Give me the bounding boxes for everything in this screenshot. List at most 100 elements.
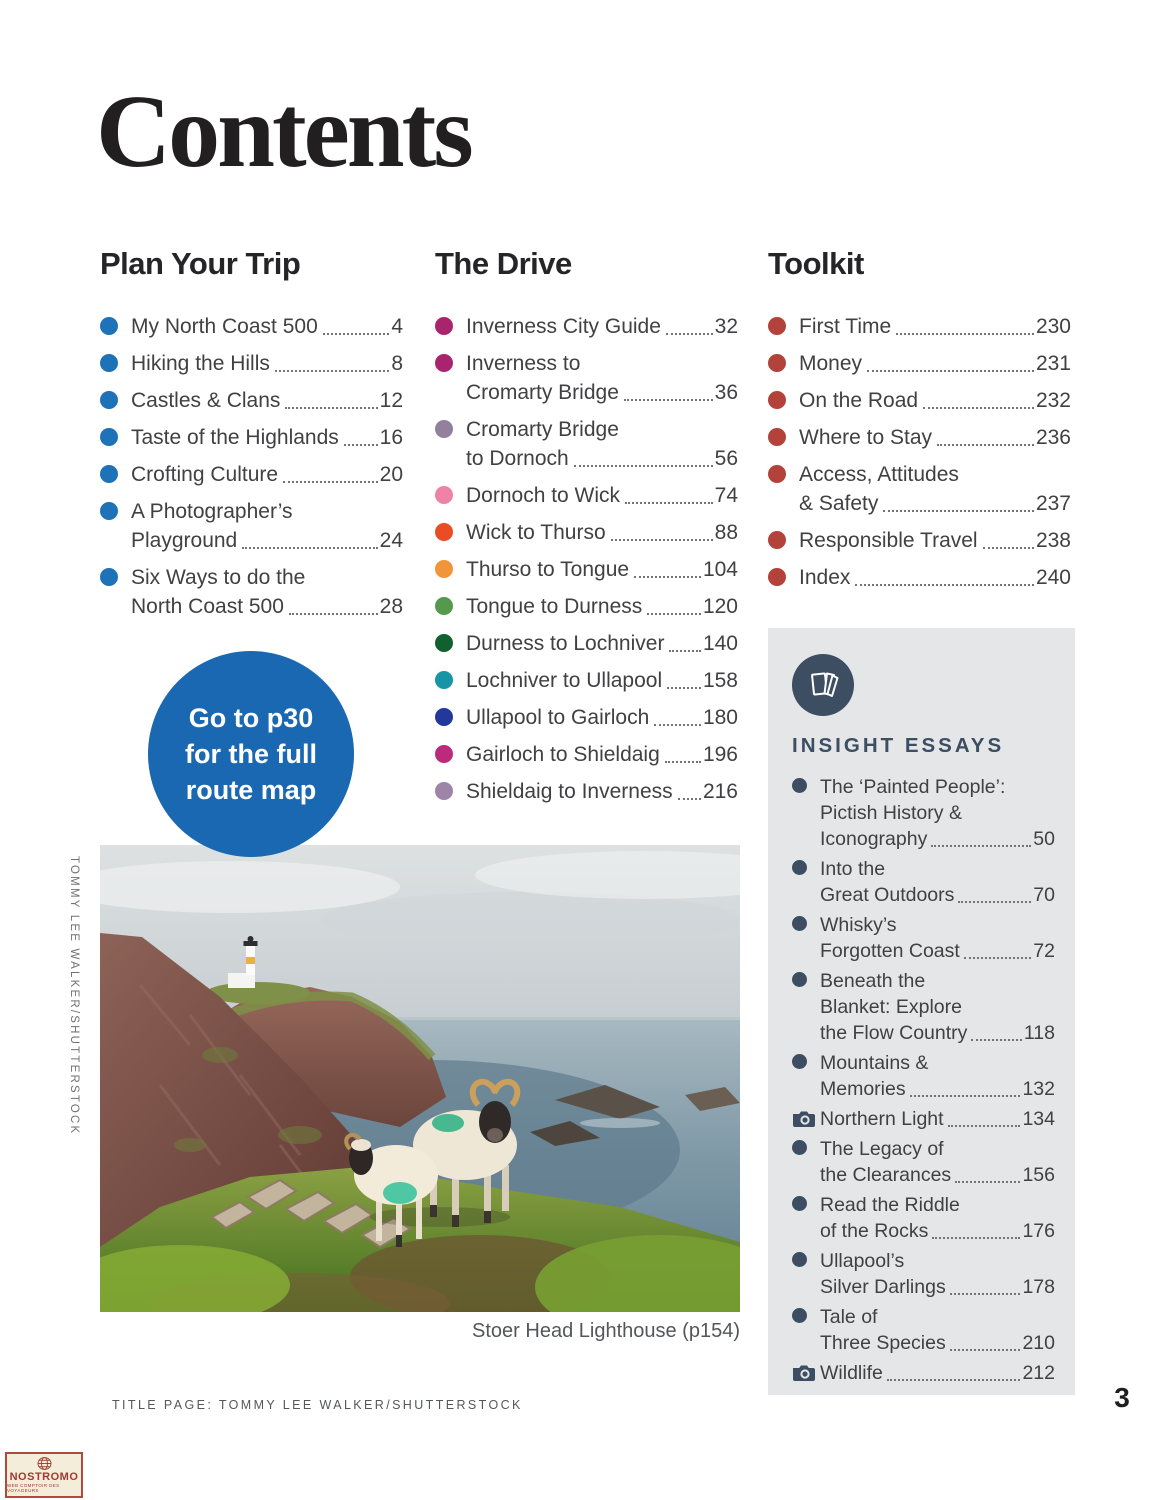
entry-label: Forgotten Coast	[820, 940, 960, 962]
entry-label: the Clearances	[820, 1164, 952, 1186]
bullet-dot	[768, 568, 786, 586]
toc-entry[interactable]: Wick to Thurso 88	[435, 518, 738, 547]
toc-entry[interactable]: Wildlife 212	[792, 1360, 1055, 1386]
entry-page-number: 118	[1023, 1022, 1055, 1044]
bullet-dot	[792, 972, 807, 987]
entry-page-number: 196	[702, 743, 738, 766]
toc-entry[interactable]: Mountains & Memories 132	[792, 1050, 1055, 1102]
entry-page-number: 36	[714, 381, 738, 404]
route-map-badge[interactable]: Go to p30 for the full route map	[148, 651, 354, 857]
toc-entry[interactable]: Shieldaig to Inverness 216	[435, 777, 738, 806]
bullet-dot	[100, 568, 118, 586]
bullet-dot	[768, 428, 786, 446]
toc-entry[interactable]: Responsible Travel 238	[768, 526, 1071, 555]
bullet-icon	[792, 968, 820, 1046]
toc-entry[interactable]: Where to Stay 236	[768, 423, 1071, 452]
toc-entry[interactable]: Cromarty Bridge to Dornoch 56	[435, 415, 738, 473]
toc-entry[interactable]: Lochniver to Ullapool 158	[435, 666, 738, 695]
camera-icon	[793, 1111, 815, 1127]
bullet-icon	[792, 1050, 820, 1102]
toc-entry[interactable]: Access, Attitudes & Safety 237	[768, 460, 1071, 518]
toc-entry[interactable]: Gairloch to Shieldaig 196	[435, 740, 738, 769]
toc-entry[interactable]: Index 240	[768, 563, 1071, 592]
entry-page-number: 12	[379, 389, 403, 412]
toc-entry[interactable]: Taste of the Highlands 16	[100, 423, 403, 452]
bullet-icon	[792, 912, 820, 964]
toc-entry[interactable]: Tongue to Durness 120	[435, 592, 738, 621]
toc-entry[interactable]: Ullapool to Gairloch 180	[435, 703, 738, 732]
toc-entry[interactable]: The ‘Painted People’: Pictish History & Ic…	[792, 774, 1055, 852]
badge-line: route map	[185, 775, 317, 805]
stamp-name: NOSTROMO	[9, 1471, 79, 1483]
toc-entry[interactable]: Into the Great Outdoors 70	[792, 856, 1055, 908]
toc-entry[interactable]: Northern Light 134	[792, 1106, 1055, 1132]
entry-label-line: Blanket: Explore	[820, 996, 962, 1018]
toc-entry[interactable]: Read the Riddle of the Rocks 176	[792, 1192, 1055, 1244]
toc-entry[interactable]: Thurso to Tongue 104	[435, 555, 738, 584]
entry-label: Lochniver to Ullapool	[466, 669, 663, 692]
entry-page-number: 231	[1035, 352, 1071, 375]
toc-entry[interactable]: Castles & Clans 12	[100, 386, 403, 415]
bullet-icon	[100, 349, 131, 378]
toc-entry[interactable]: Tale of Three Species 210	[792, 1304, 1055, 1356]
entry-label-line: Into the	[820, 858, 886, 880]
toc-entry[interactable]: Beneath the Blanket: Explore the Flow Coun…	[792, 968, 1055, 1046]
toc-entry[interactable]: Inverness to Cromarty Bridge 36	[435, 349, 738, 407]
toc-entry[interactable]: On the Road 232	[768, 386, 1071, 415]
bullet-icon	[435, 518, 466, 547]
bullet-dot	[435, 523, 453, 541]
entry-page-number: 88	[714, 521, 738, 544]
toc-list-drive: Inverness City Guide 32 Inverness to Cromar…	[435, 312, 738, 806]
toc-entry[interactable]: Durness to Lochniver 140	[435, 629, 738, 658]
entry-page-number: 180	[702, 706, 738, 729]
entry-label: Thurso to Tongue	[466, 558, 630, 581]
entry-page-number: 28	[379, 595, 403, 618]
toc-entry[interactable]: Crofting Culture 20	[100, 460, 403, 489]
toc-entry[interactable]: The Legacy of the Clearances 156	[792, 1136, 1055, 1188]
dotted-leader	[283, 460, 378, 483]
entry-page-number: 50	[1033, 828, 1055, 850]
camera-icon	[792, 1360, 820, 1386]
photo-caption: Stoer Head Lighthouse (p154)	[472, 1320, 740, 1342]
bullet-icon	[792, 1192, 820, 1244]
entry-page-number: 4	[391, 315, 403, 338]
entry-label-line: Inverness to	[466, 352, 581, 375]
entry-label: Cromarty Bridge	[466, 381, 619, 404]
bullet-icon	[435, 666, 466, 695]
bullet-icon	[435, 777, 466, 806]
toc-entry[interactable]: Hiking the Hills 8	[100, 349, 403, 378]
bullet-dot	[435, 745, 453, 763]
bullet-dot	[100, 354, 118, 372]
entry-page-number: 236	[1035, 426, 1071, 449]
toc-entry[interactable]: First Time 230	[768, 312, 1071, 341]
entry-label: Playground	[131, 529, 238, 552]
toc-entry[interactable]: My North Coast 500 4	[100, 312, 403, 341]
bullet-icon	[435, 740, 466, 769]
dotted-leader	[932, 1218, 1021, 1239]
page-title: Contents	[96, 74, 474, 189]
bullet-dot	[792, 860, 807, 875]
dotted-leader	[625, 481, 713, 504]
dotted-leader	[623, 378, 713, 401]
toc-entry[interactable]: Inverness City Guide 32	[435, 312, 738, 341]
entry-page-number: 140	[702, 632, 738, 655]
bullet-dot	[792, 1196, 807, 1211]
dotted-leader	[982, 526, 1034, 549]
entry-label: Hiking the Hills	[131, 352, 270, 375]
entry-label: Iconography	[820, 828, 928, 850]
bullet-dot	[100, 317, 118, 335]
bullet-dot	[792, 916, 807, 931]
dotted-leader	[343, 423, 378, 446]
entry-page-number: 56	[714, 447, 738, 470]
bullet-dot	[435, 420, 453, 438]
bullet-icon	[768, 563, 799, 592]
toc-entry[interactable]: Six Ways to do the North Coast 500 28	[100, 563, 403, 621]
bullet-dot	[100, 391, 118, 409]
toc-entry[interactable]: Whisky’s Forgotten Coast 72	[792, 912, 1055, 964]
toc-entry[interactable]: A Photographer’s Playground 24	[100, 497, 403, 555]
toc-entry[interactable]: Dornoch to Wick 74	[435, 481, 738, 510]
entry-label: Money	[799, 352, 863, 375]
toc-entry[interactable]: Ullapool’s Silver Darlings 178	[792, 1248, 1055, 1300]
dotted-leader	[288, 592, 378, 615]
toc-entry[interactable]: Money 231	[768, 349, 1071, 378]
